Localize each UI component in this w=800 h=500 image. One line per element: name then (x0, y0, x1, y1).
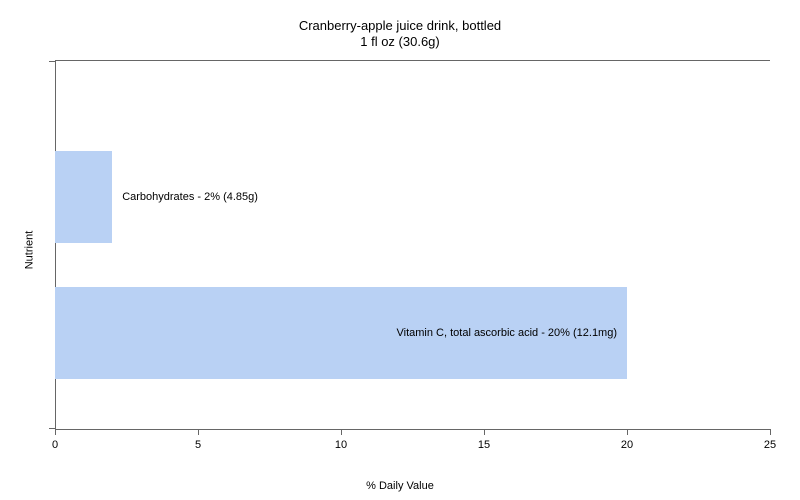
x-tick (484, 429, 485, 435)
bar (55, 151, 112, 243)
x-tick (198, 429, 199, 435)
x-tick-label: 15 (478, 439, 490, 451)
x-tick-label: 0 (52, 439, 58, 451)
x-tick (770, 429, 771, 435)
x-tick-label: 5 (195, 439, 201, 451)
x-tick (627, 429, 628, 435)
chart-title-line2: 1 fl oz (30.6g) (0, 34, 800, 49)
x-tick (55, 429, 56, 435)
x-tick (341, 429, 342, 435)
y-axis-label: Nutrient (23, 231, 35, 270)
x-tick-label: 20 (621, 439, 633, 451)
bar-label: Carbohydrates - 2% (4.85g) (122, 191, 258, 203)
bar-label: Vitamin C, total ascorbic acid - 20% (12… (397, 327, 618, 339)
x-tick-label: 10 (335, 439, 347, 451)
nutrient-chart: Cranberry-apple juice drink, bottled 1 f… (0, 0, 800, 500)
y-tick-top (49, 61, 55, 62)
x-tick-label: 25 (764, 439, 776, 451)
chart-title-line1: Cranberry-apple juice drink, bottled (0, 18, 800, 33)
x-axis-label: % Daily Value (0, 480, 800, 492)
plot-area: Carbohydrates - 2% (4.85g) Vitamin C, tot… (55, 60, 770, 430)
